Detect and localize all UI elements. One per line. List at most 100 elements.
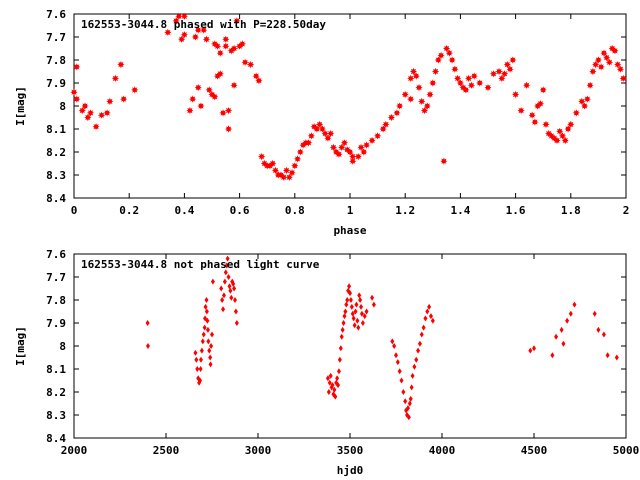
- data-point: [193, 349, 198, 356]
- data-point: [512, 90, 520, 99]
- data-point: [164, 28, 172, 36]
- data-point: [517, 107, 525, 115]
- data-point: [401, 90, 409, 99]
- x-tick-label: 0.6: [230, 204, 250, 217]
- data-point: [601, 331, 606, 338]
- x-tick-label: 1.8: [561, 204, 581, 217]
- data-point: [208, 354, 213, 361]
- y-tick-label: 8.3: [46, 409, 66, 422]
- data-point: [556, 127, 564, 135]
- data-point: [572, 109, 580, 117]
- data-point: [305, 139, 313, 147]
- data-point: [172, 17, 180, 25]
- data-point: [353, 308, 358, 315]
- data-point: [186, 107, 194, 115]
- x-tick-label: 4500: [521, 444, 548, 457]
- data-point: [614, 61, 622, 69]
- x-tick-label: 1: [347, 204, 354, 217]
- y-tick-label: 8.1: [46, 363, 66, 376]
- data-point: [228, 287, 233, 294]
- data-point: [592, 310, 597, 317]
- data-point: [205, 326, 210, 333]
- data-point: [561, 340, 566, 347]
- data-point: [219, 109, 227, 117]
- data-point: [230, 81, 238, 89]
- data-point: [180, 12, 188, 20]
- data-point: [554, 333, 559, 340]
- chart-title: 162553-3044.8 not phased light curve: [81, 258, 320, 271]
- data-point: [370, 294, 375, 301]
- x-tick-label: 0.2: [119, 204, 139, 217]
- data-point: [528, 111, 536, 119]
- y-tick-label: 8.4: [46, 432, 66, 445]
- data-point: [210, 331, 214, 338]
- data-point: [238, 40, 246, 48]
- data-point: [230, 44, 238, 53]
- data-point: [403, 398, 408, 405]
- data-point: [73, 95, 81, 103]
- data-point: [495, 67, 503, 76]
- y-tick-label: 7.9: [46, 77, 66, 90]
- x-tick-label: 1.4: [450, 204, 470, 217]
- data-point: [111, 74, 119, 82]
- data-point: [465, 74, 473, 82]
- data-point: [333, 393, 338, 400]
- data-point: [327, 130, 335, 138]
- data-point: [523, 81, 531, 89]
- data-point: [213, 42, 222, 50]
- x-tick-label: 0.4: [174, 204, 194, 217]
- data-point: [86, 109, 95, 117]
- data-point: [326, 389, 331, 395]
- data-point: [194, 84, 202, 92]
- data-point: [347, 283, 352, 290]
- data-point: [565, 317, 570, 324]
- data-point: [252, 72, 260, 80]
- y-axis-label: I[mag]: [14, 326, 27, 366]
- data-point: [340, 326, 345, 333]
- x-axis-label: phase: [333, 224, 366, 237]
- data-point: [209, 343, 214, 349]
- data-point: [564, 125, 572, 133]
- data-point: [443, 44, 451, 53]
- data-point: [285, 173, 293, 181]
- data-point: [282, 166, 291, 174]
- data-point: [198, 356, 203, 363]
- data-point: [434, 56, 442, 64]
- y-tick-label: 7.7: [46, 31, 66, 44]
- data-point: [440, 157, 448, 165]
- data-point: [313, 125, 321, 133]
- data-point: [327, 379, 332, 386]
- chart-title: 162553-3044.8 phased with P=228.50day: [81, 18, 326, 31]
- data-point: [539, 86, 547, 94]
- data-point: [362, 313, 367, 320]
- data-point: [611, 47, 619, 55]
- data-point: [208, 361, 213, 368]
- data-point: [600, 49, 608, 57]
- data-point: [379, 125, 387, 133]
- data-point: [462, 86, 470, 94]
- data-point: [325, 375, 330, 382]
- data-point: [98, 111, 106, 119]
- data-point: [614, 354, 619, 361]
- data-point: [420, 107, 429, 115]
- data-point: [581, 102, 589, 110]
- data-point: [542, 120, 550, 128]
- data-point: [316, 120, 324, 128]
- data-point: [258, 153, 266, 161]
- data-point: [397, 368, 402, 375]
- data-point: [451, 65, 459, 73]
- data-point: [395, 359, 400, 366]
- data-point: [559, 326, 564, 333]
- data-point: [231, 280, 236, 287]
- data-point: [437, 51, 445, 59]
- data-point: [409, 384, 414, 391]
- data-point: [222, 35, 230, 43]
- y-axis-label: I[mag]: [14, 86, 27, 126]
- data-point: [553, 136, 561, 145]
- data-point: [241, 58, 249, 66]
- data-point: [131, 86, 139, 94]
- data-point: [470, 72, 478, 80]
- data-point: [227, 283, 232, 290]
- data-point: [280, 173, 288, 181]
